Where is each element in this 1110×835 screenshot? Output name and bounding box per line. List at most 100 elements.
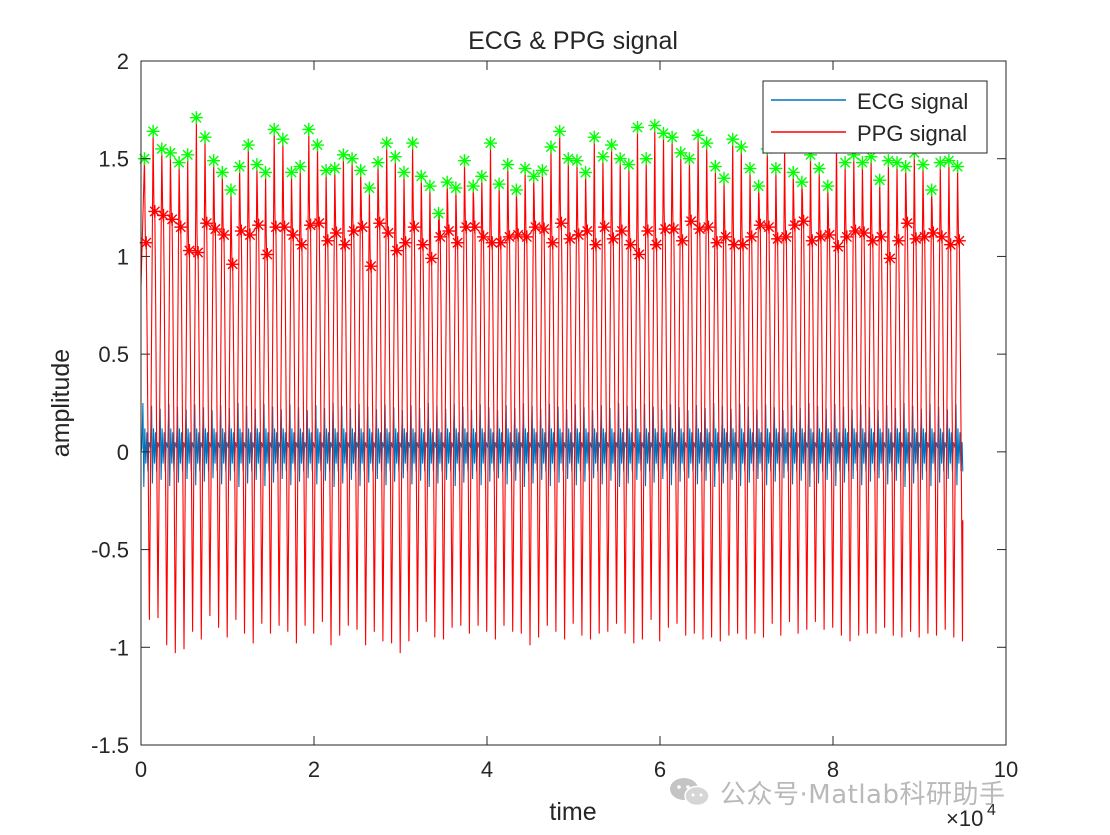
ppg-peak-marker: [700, 136, 714, 150]
ppg-notch-marker: [295, 238, 309, 252]
ppg-notch-marker: [598, 220, 612, 234]
ppg-peak-marker: [319, 163, 333, 177]
ppg-notch-marker: [537, 222, 551, 236]
ppg-notch-marker: [407, 220, 421, 234]
ppg-notch-marker: [944, 238, 958, 252]
x-tick-label: 6: [654, 757, 666, 782]
ppg-notch-marker: [200, 216, 214, 230]
ppg-peak-marker: [449, 181, 463, 195]
ppg-peak-marker: [362, 181, 376, 195]
ppg-notch-marker: [252, 218, 266, 232]
ppg-peak-marker: [596, 150, 610, 164]
ppg-notch-marker: [217, 228, 231, 242]
ppg-notch-marker: [451, 236, 465, 250]
ppg-peak-marker: [207, 154, 221, 168]
ppg-peak-marker: [354, 163, 368, 177]
ppg-notch-marker: [373, 216, 387, 230]
ppg-notch-marker: [650, 238, 664, 252]
ppg-notch-marker: [779, 230, 793, 244]
ppg-notch-marker: [693, 222, 707, 236]
ppg-peak-marker: [570, 154, 584, 168]
ppg-notch-marker: [182, 244, 196, 258]
ppg-peak-marker: [267, 122, 281, 136]
y-tick-label: -1: [109, 635, 129, 660]
marker-layer: [137, 111, 966, 273]
ppg-peak-marker: [423, 179, 437, 193]
y-axis-label: amplitude: [47, 349, 75, 457]
ppg-peak-marker: [691, 128, 705, 142]
ppg-notch-marker: [433, 230, 447, 244]
ppg-notch-marker: [286, 228, 300, 242]
ppg-peak-marker: [544, 140, 558, 154]
ppg-notch-marker: [546, 236, 560, 250]
ppg-peak-marker: [163, 146, 177, 160]
ppg-peak-marker: [406, 136, 420, 150]
ppg-peak-marker: [466, 179, 480, 193]
ppg-peak-marker: [198, 130, 212, 144]
ppg-notch-marker: [823, 228, 837, 242]
ppg-notch-marker: [468, 220, 482, 234]
ppg-peak-marker: [925, 183, 939, 197]
ppg-notch-marker: [952, 234, 966, 248]
ppg-notch-marker: [494, 236, 508, 250]
ppg-notch-marker: [278, 220, 292, 234]
ppg-peak-marker: [613, 152, 627, 166]
ppg-peak-marker: [215, 165, 229, 179]
ppg-notch-marker: [684, 214, 698, 228]
ppg-peak-marker: [873, 173, 887, 187]
y-axis-ticks: -1.5 -1 -0.5 0 0.5 1 1.5 2: [91, 49, 1006, 758]
ppg-notch-marker: [520, 230, 534, 244]
ppg-peak-marker: [682, 152, 696, 166]
ppg-peak-marker: [345, 152, 359, 166]
ppg-notch-marker: [321, 234, 335, 248]
ppg-notch-marker: [701, 220, 715, 234]
ppg-peak-marker: [483, 136, 497, 150]
ppg-peak-marker: [397, 165, 411, 179]
ppg-peak-marker: [328, 161, 342, 175]
ppg-peak-marker: [224, 183, 238, 197]
ppg-peak-marker: [371, 156, 385, 170]
ppg-peak-marker: [812, 161, 826, 175]
ppg-notch-marker: [416, 238, 430, 252]
ppg-notch-marker: [814, 230, 828, 244]
y-tick-label: 0: [117, 440, 129, 465]
ppg-notch-marker: [390, 244, 404, 258]
ppg-peak-marker: [414, 169, 428, 183]
ppg-notch-marker: [667, 222, 681, 236]
ppg-notch-marker: [381, 226, 395, 240]
ppg-peak-marker: [631, 120, 645, 134]
ppg-peak-marker: [769, 161, 783, 175]
ppg-notch-marker: [243, 228, 257, 242]
ppg-peak-marker: [561, 152, 575, 166]
x-tick-label: 2: [308, 757, 320, 782]
x-axis-ticks: 0 2 4 6 8 10: [135, 61, 1018, 782]
ppg-notch-marker: [329, 226, 343, 240]
ppg-notch-marker: [710, 236, 724, 250]
ppg-notch-marker: [563, 232, 577, 246]
ppg-peak-marker: [380, 136, 394, 150]
ppg-notch-marker: [355, 220, 369, 234]
ppg-peak-marker: [527, 169, 541, 183]
ppg-peak-marker: [172, 156, 186, 170]
ppg-peak-marker: [786, 165, 800, 179]
ppg-notch-marker: [900, 216, 914, 230]
x-tick-label: 0: [135, 757, 147, 782]
ppg-notch-marker: [554, 216, 568, 230]
ppg-notch-marker: [615, 224, 629, 238]
ppg-peak-marker: [146, 124, 160, 138]
ppg-notch-marker: [883, 251, 897, 265]
ppg-notch-marker: [909, 232, 923, 246]
ppg-peak-marker: [285, 165, 299, 179]
ppg-notch-marker: [502, 230, 516, 244]
ppg-notch-marker: [840, 230, 854, 244]
ppg-notch-marker: [191, 246, 205, 260]
ppg-notch-marker: [425, 251, 439, 265]
ppg-peak-marker: [492, 177, 506, 191]
ppg-notch-marker: [304, 218, 318, 232]
ppg-notch-marker: [139, 236, 153, 250]
legend-ppg-label: PPG signal: [857, 121, 967, 146]
y-tick-label: 1.5: [98, 147, 129, 172]
ppg-peak-marker: [717, 171, 731, 185]
ppg-peak-marker: [250, 158, 264, 172]
